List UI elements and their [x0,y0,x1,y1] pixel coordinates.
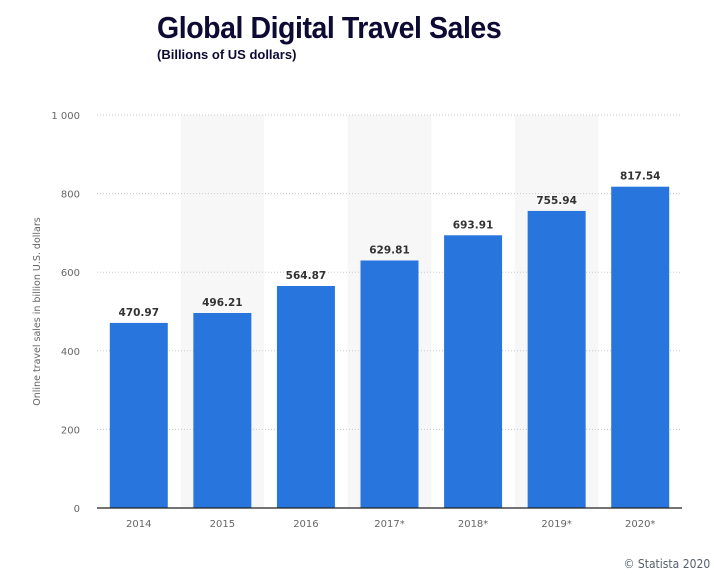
bar-2020 [611,186,670,508]
x-tick-label: 2014 [126,519,151,530]
y-axis-label: Online travel sales in billion U.S. doll… [32,217,43,405]
data-label: 629.81 [369,244,410,256]
statista-credit[interactable]: © Statista 2020 [623,557,710,571]
bar-2017 [360,260,419,508]
bar-2015 [193,312,252,508]
x-tick-label: 2015 [210,519,235,530]
y-tick-label: 200 [61,425,80,436]
x-tick-label: 2018* [458,519,488,530]
bar-2019 [527,210,586,508]
y-tick-label: 0 [74,504,80,515]
y-tick-label: 800 [61,190,80,201]
data-label: 496.21 [202,297,243,309]
data-label: 817.54 [620,171,661,183]
data-label: 693.91 [453,219,494,231]
data-label: 755.94 [536,195,577,207]
bar-2016 [276,286,335,508]
x-tick-label: 2019* [541,519,571,530]
y-tick-label: 1 000 [51,111,80,122]
chart-title: Global Digital Travel Sales [157,10,502,45]
x-tick-label: 2020* [625,519,655,530]
y-tick-label: 600 [61,268,80,279]
x-tick-label: 2016 [293,519,318,530]
bar-2014 [109,322,168,508]
x-tick-label: 2017* [374,519,404,530]
bar-2018 [444,235,503,508]
chart-subtitle: (Billions of US dollars) [157,47,297,62]
data-label: 564.87 [286,270,327,282]
data-label: 470.97 [119,307,160,319]
y-tick-label: 400 [61,347,80,358]
